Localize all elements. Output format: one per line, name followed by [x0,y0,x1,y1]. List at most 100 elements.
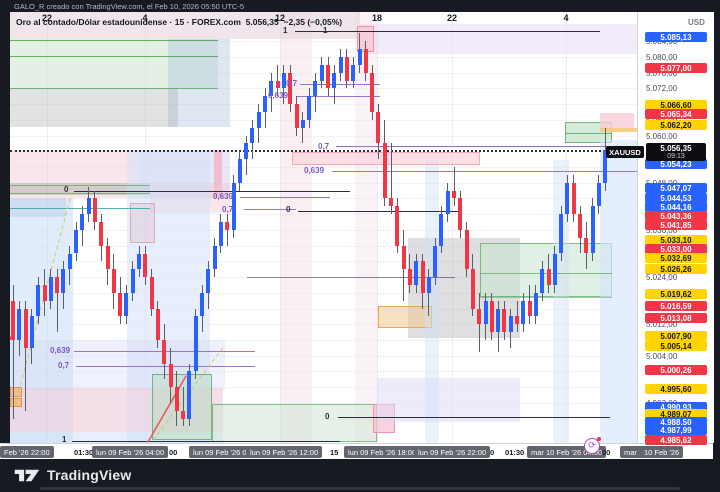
last-price: 5.056,35 [245,17,279,27]
candle-up [508,316,513,333]
candle-wick [56,269,58,333]
candle-up [193,316,198,372]
price-badge-yellow: 5.007,90 [645,331,707,341]
zone-box [168,39,230,127]
candle-up [332,72,337,89]
candle-down [326,64,330,89]
h-gridline [10,88,637,90]
candle-down [162,339,167,364]
time-axis-plain: 00 [169,448,178,457]
symbol-info-row[interactable]: Oro al contado/Dólar estadounidense · 15… [16,17,342,27]
price-badge-yellow: 5.019,62 [645,289,707,299]
replay-icon[interactable]: ⟳ [584,437,601,454]
h-gridline [10,182,637,184]
zone-box [360,24,637,54]
candle-down [470,269,475,309]
time-axis-plain: 01:30 [505,448,525,457]
candle-down [294,104,299,128]
candle-down [389,198,393,207]
candle-wick [390,143,392,215]
h-line [338,417,610,418]
time-axis[interactable]: Feb '26 22:00 01:30 lun 09 Feb '26 04:00 00… [0,443,713,460]
candle-down [452,190,456,199]
fib-label: 1 [62,435,67,444]
h-line [10,150,637,152]
price-badge-red: 5.041,85 [645,220,707,230]
h-line [10,88,218,89]
candle-down [174,387,179,411]
time-axis-badge: lun 09 Feb '26 0 [189,446,251,458]
candle-up [86,198,91,215]
time-axis-plain: 0 [490,448,495,457]
price-badge-yellow: 5.062,20 [645,120,707,130]
price-badge-red: 5.016,59 [645,301,707,311]
candle-down [370,72,375,113]
price-change: −2,35 (−0,05%) [283,17,343,27]
h-gridline [10,371,637,373]
zone-box [600,140,637,443]
time-axis-plain: 01:30 [74,448,94,457]
price-badge-blue: 4.990,93 [645,402,707,412]
brand-name: TradingView [47,467,132,483]
h-line [10,208,150,209]
candle-down [155,308,160,340]
price-badge-red: 5.065,34 [645,109,707,119]
price-badge-yellow: 5.026,26 [645,264,707,274]
bar-countdown: 09:13 [667,153,685,160]
separator-dot: · [169,17,173,27]
candle-up [206,269,211,293]
right-frame-bar [713,0,720,459]
price-badge-red: 5.000,26 [645,365,707,375]
zone-box [10,88,178,127]
candle-up [250,127,255,144]
candle-up [36,284,41,317]
candle-down [363,49,368,73]
candle-down [458,198,463,230]
candle-up [483,300,488,325]
candle-down [143,253,148,278]
h-line [10,56,218,57]
price-badge-blue: 5.085,13 [645,32,707,42]
candle-up [496,308,501,333]
candle-up [559,214,564,254]
candle-up [445,190,450,215]
candle-up [565,182,570,215]
zone-box [10,150,140,198]
attribution-text: GALO_R creado con TradingView.com, el Fe… [14,2,244,11]
candle-up [17,308,22,340]
h-line [74,191,350,192]
candle-up [439,214,444,246]
candle-wick [182,387,184,427]
price-scale[interactable]: USD XAUUSD 5.056,35 09:13 10 Feb '26 5.0… [606,12,714,458]
candle-up [357,49,362,65]
candle-down [344,57,349,81]
candle-down [23,308,28,348]
price-badge-blue: 5.054,23 [645,159,707,169]
candle-down [477,308,482,325]
time-axis-badge: Feb '26 22:00 [0,446,54,458]
v-gridline [566,12,567,443]
h-gridline [10,355,637,357]
candle-up [29,316,34,348]
candle-up [74,229,78,254]
candle-up [307,96,312,120]
candle-down [527,300,532,317]
candle-up [124,292,129,317]
h-gridline [10,387,637,389]
candle-down [92,198,97,223]
candle-down [571,182,576,215]
top-axis-label: 22 [41,13,53,23]
h-gridline [10,292,637,294]
candle-down [105,245,110,270]
candle-wick [302,112,304,144]
h-line [296,96,380,97]
h-line [10,40,218,41]
h-gridline [10,167,637,169]
candle-down [275,80,280,89]
scrollbar[interactable] [40,487,680,490]
tradingview-logo[interactable]: TradingView [14,467,131,483]
current-price-value: 5.056,35 [660,144,692,153]
candle-up [300,119,305,128]
candle-up [212,245,217,270]
